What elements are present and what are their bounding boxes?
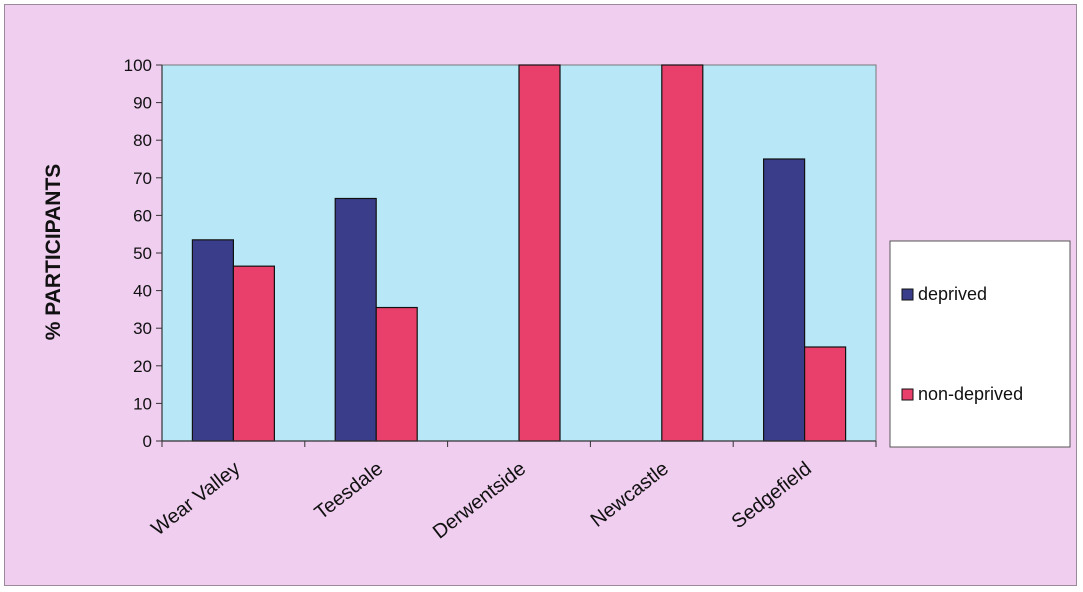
legend: deprived non-deprived [889, 240, 1071, 448]
legend-box [889, 240, 1071, 448]
y-tick-label: 90 [133, 94, 152, 113]
y-tick-label: 50 [133, 244, 152, 263]
x-tick-label: Teesdale [311, 458, 388, 525]
y-tick-label: 80 [133, 131, 152, 150]
y-tick-label: 70 [133, 169, 152, 188]
x-tick-label: Sedgefield [728, 458, 816, 534]
legend-swatch-deprived [901, 288, 914, 301]
y-tick-label: 60 [133, 206, 152, 225]
bar-deprived [191, 239, 234, 442]
legend-label-deprived: deprived [918, 284, 987, 304]
y-tick-label: 20 [133, 357, 152, 376]
y-tick-label: 10 [133, 394, 152, 413]
bar-non-deprived [518, 64, 561, 442]
y-tick-label: 100 [124, 56, 152, 75]
x-tick-label: Wear Valley [147, 458, 244, 541]
bar-non-deprived [232, 265, 275, 442]
bar-non-deprived [803, 346, 847, 442]
legend-label-non-deprived: non-deprived [918, 384, 1023, 404]
y-axis-label: % PARTICIPANTS [42, 164, 65, 341]
x-tick-label: Derwentside [429, 458, 530, 544]
bar-deprived [334, 197, 377, 442]
y-tick-label: 30 [133, 319, 152, 338]
bar-deprived [762, 158, 806, 442]
bar-non-deprived [375, 306, 418, 442]
y-tick-label: 0 [143, 432, 152, 451]
legend-swatch-non-deprived [901, 388, 914, 401]
x-tick-label: Newcastle [587, 458, 673, 532]
y-tick-label: 40 [133, 282, 152, 301]
bar-non-deprived [661, 64, 704, 442]
bars [191, 64, 847, 442]
